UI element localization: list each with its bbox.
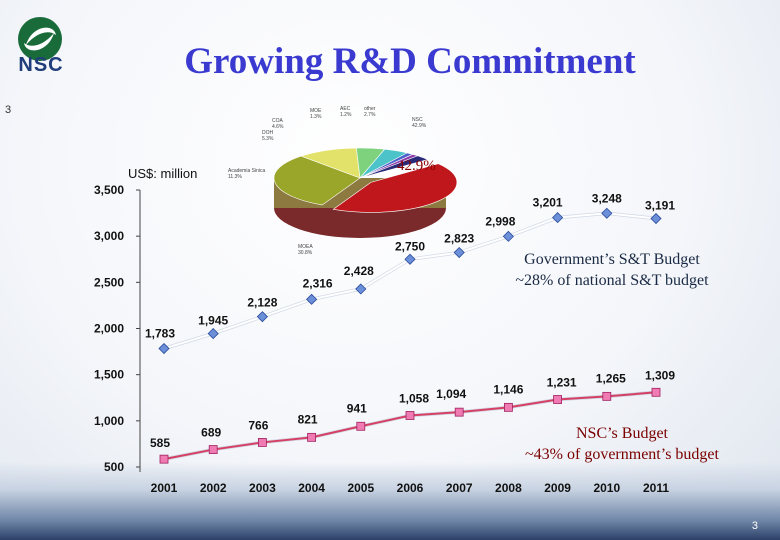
x-tick-label: 2001 [151, 481, 178, 495]
nsc-data-point [405, 411, 415, 420]
gov-data-label: 2,428 [344, 264, 374, 278]
gov-data-point [306, 293, 318, 305]
pie-label: NSC 42.9% [412, 117, 427, 129]
pie-slice [359, 155, 429, 179]
y-tick-label: 3,500 [94, 183, 124, 197]
pie-label: DOH 5.3% [262, 130, 274, 142]
y-tick-label: 1,000 [94, 414, 124, 428]
logo-text: NSC [18, 54, 64, 76]
gov-data-label: 3,191 [645, 199, 675, 213]
y-axis: 3,500 3,000 2,500 2,000 1,500 1,000 500 2001 200… [94, 183, 669, 495]
nsc-annotation-line2: ~43% of government’s budget [525, 446, 719, 463]
gov-data-point [552, 212, 564, 224]
gov-data-label: 3,201 [533, 196, 563, 210]
nsc-data-label: 689 [201, 426, 221, 440]
y-tick-label: 2,500 [94, 275, 124, 289]
pie-chart [273, 147, 458, 238]
x-tick-label: 2010 [593, 481, 620, 495]
nsc-data-point [257, 438, 267, 447]
nsc-data-label: 941 [347, 401, 367, 415]
x-tick-label: 2009 [544, 481, 571, 495]
gov-annotation-line1: Government’s S&T Budget [524, 251, 700, 268]
gov-annotation-line2: ~28% of national S&T budget [515, 272, 709, 289]
x-tick-label: 2007 [446, 481, 473, 495]
footer-band [0, 462, 780, 540]
nsc-data-label: 1,146 [493, 382, 523, 396]
x-tick-label: 2002 [200, 481, 227, 495]
x-tick-label: 2006 [397, 481, 424, 495]
pie-label: MOEA 30.8% [298, 244, 313, 256]
nsc-data-label: 1,058 [399, 391, 429, 405]
gov-data-label: 1,945 [198, 314, 228, 328]
nsc-data-point [602, 391, 612, 401]
gov-budget-annotation: Government’s S&T Budget ~28% of national… [472, 249, 752, 291]
gov-data-label: 2,750 [395, 239, 425, 253]
nsc-data-point [307, 432, 317, 442]
gov-data-point [453, 246, 465, 259]
slide-number-top: 3 [5, 104, 12, 116]
nsc-data-point [454, 407, 464, 417]
y-tick-label: 2,000 [94, 322, 124, 336]
x-tick-label: 2003 [249, 481, 276, 495]
nsc-data-label: 1,094 [436, 387, 466, 401]
gov-data-label: 1,783 [145, 327, 175, 341]
y-tick-label: 1,500 [94, 368, 124, 382]
nsc-data-label: 585 [150, 436, 170, 450]
nsc-data-label: 1,231 [547, 376, 577, 390]
nsc-data-point [208, 445, 218, 454]
pie-slice [332, 163, 458, 213]
x-tick-label: 2008 [495, 481, 522, 495]
nsc-data-point [503, 402, 513, 412]
pie-highlight-percent: 42.9% [397, 158, 436, 174]
pie-label: MOE 1.3% [310, 108, 322, 120]
y-axis-unit-label: US$: million [128, 166, 198, 181]
gov-data-label: 3,248 [592, 191, 622, 205]
y-tick-label: 500 [104, 460, 124, 474]
x-tick-label: 2004 [298, 481, 325, 495]
gov-data-point [355, 283, 367, 295]
page-title: Growing R&D Commitment [184, 41, 636, 82]
nsc-data-point [159, 454, 169, 464]
gov-data-point [404, 253, 416, 265]
nsc-logo-icon [18, 17, 62, 61]
gov-data-point [158, 342, 170, 355]
series-layer: 1,783 1,945 2,128 2,316 2,428 2,750 2,823 2,998… [145, 191, 675, 464]
nsc-data-point [356, 421, 366, 431]
gov-data-point [256, 311, 268, 323]
gov-data-label: 2,316 [303, 276, 333, 290]
gov-data-point [502, 230, 514, 242]
nsc-data-label: 766 [248, 418, 268, 432]
pie-label: Academia Sinica 11.3% [228, 168, 266, 180]
nsc-data-label: 1,309 [645, 368, 675, 382]
nsc-data-point [553, 395, 562, 404]
gov-data-point [650, 212, 662, 225]
gov-data-point [601, 207, 613, 219]
gov-data-label: 2,998 [485, 214, 515, 228]
gov-data-label: 2,823 [444, 232, 474, 246]
x-tick-label: 2005 [347, 481, 374, 495]
nsc-data-label: 1,265 [596, 371, 626, 385]
pie-label: COA 4.6% [272, 118, 284, 130]
y-tick-label: 3,000 [94, 229, 124, 243]
gov-data-label: 2,128 [247, 296, 277, 310]
nsc-data-label: 821 [298, 412, 318, 426]
x-tick-label: 2011 [643, 481, 669, 495]
pie-label: other 2.7% [364, 106, 376, 118]
nsc-budget-annotation: NSC’s Budget ~43% of government’s budget [482, 423, 762, 465]
pie-label: AEC 1.2% [340, 106, 352, 118]
nsc-data-point [651, 387, 661, 397]
nsc-annotation-line1: NSC’s Budget [575, 425, 668, 442]
gov-data-point [207, 328, 219, 340]
pie-slice [273, 155, 361, 206]
slide-number-bottom: 3 [751, 520, 758, 532]
